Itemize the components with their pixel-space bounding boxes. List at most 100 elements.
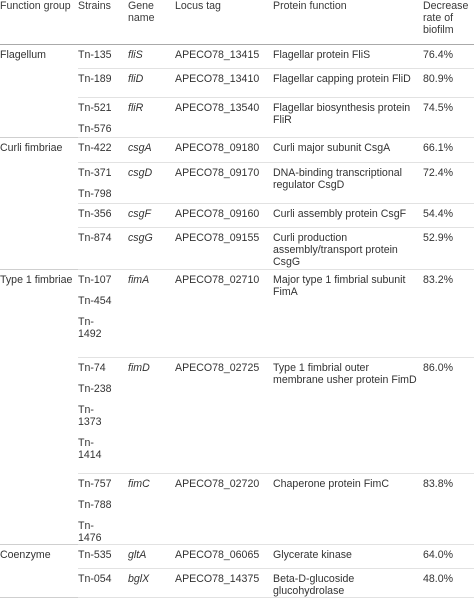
strains-cell: Tn-535 — [78, 544, 128, 569]
gene-name-cell: csgF — [128, 203, 175, 228]
strains-cell: Tn-356 — [78, 203, 128, 228]
strain-label: Tn-798 — [78, 187, 112, 200]
strain-label: Tn-135 — [78, 48, 112, 61]
decrease-rate-text: 83.8% — [423, 477, 454, 490]
strain-label: Tn-054 — [78, 572, 112, 585]
locus-tag-cell: APECO78_13540 — [175, 97, 273, 138]
decrease-rate-text: 72.4% — [423, 166, 454, 179]
protein-function-text: Curli production assembly/transport prot… — [273, 231, 398, 268]
strain-label: Tn- 1414 — [78, 436, 102, 461]
strains-cell: Tn-757 Tn-788 Tn- 1476 — [78, 473, 128, 545]
decrease-rate-cell: 74.5% — [423, 97, 474, 138]
locus-tag-text: APECO78_09155 — [175, 231, 260, 244]
locus-tag-text: APECO78_02725 — [175, 361, 260, 374]
gene-name-text: gltA — [128, 548, 147, 561]
protein-function-cell: Curli major subunit CsgA — [273, 137, 423, 163]
table-body: Flagellum Tn-135 fliS APECO78_13415 Flagella… — [0, 44, 474, 598]
decrease-rate-cell: 72.4% — [423, 162, 474, 204]
locus-tag-text: APECO78_02710 — [175, 273, 260, 286]
protein-function-text: Beta-D-glucoside glucohydrolase — [273, 572, 355, 597]
function-group-cell: Curli fimbriae — [0, 137, 78, 270]
protein-function-cell: Curli assembly protein CsgF — [273, 203, 423, 228]
locus-tag-cell: APECO78_13410 — [175, 68, 273, 98]
protein-function-cell: Chaperone protein FimC — [273, 473, 423, 545]
locus-tag-text: APECO78_06065 — [175, 548, 260, 561]
strain-label: Tn-74 — [78, 361, 106, 374]
strain-label: Tn-189 — [78, 72, 112, 85]
function-group-label: Type 1 fimbriae — [0, 273, 73, 286]
header-row: Function group Strains Gene name Locus t… — [0, 0, 474, 45]
decrease-rate-text: 64.0% — [423, 548, 454, 561]
table-row: Flagellum Tn-135 fliS APECO78_13415 Flagella… — [0, 44, 474, 138]
decrease-rate-text: 54.4% — [423, 207, 454, 220]
header-decrease-rate: Decrease rate of biofilm — [423, 0, 474, 45]
locus-tag-cell: APECO78_02725 — [175, 357, 273, 474]
strains-cell: Tn-422 — [78, 137, 128, 163]
protein-function-text: Curli assembly protein CsgF — [273, 207, 407, 220]
gene-name-cell: gltA — [128, 544, 175, 569]
locus-tag-cell: APECO78_14375 — [175, 568, 273, 598]
table-row: Tn-371 Tn-798 csgD APECO78_09170 DNA-binding… — [0, 162, 474, 204]
decrease-rate-cell: 66.1% — [423, 137, 474, 163]
locus-tag-text: APECO78_09160 — [175, 207, 260, 220]
strain-label: Tn-874 — [78, 231, 112, 244]
decrease-rate-text: 48.0% — [423, 572, 454, 585]
gene-name-text: fimD — [128, 361, 150, 374]
table-row: Curli fimbriae Tn-422 csgA APECO78_09180 Cur… — [0, 137, 474, 270]
gene-name-cell: csgD — [128, 162, 175, 204]
decrease-rate-cell: 86.0% — [423, 357, 474, 474]
gene-name-cell: fliS — [128, 44, 175, 69]
protein-function-text: Flagellar protein FliS — [273, 48, 371, 61]
decrease-rate-cell: 76.4% — [423, 44, 474, 69]
locus-tag-cell: APECO78_02710 — [175, 269, 273, 358]
header-protein-function: Protein function — [273, 0, 423, 45]
locus-tag-text: APECO78_14375 — [175, 572, 260, 585]
gene-name-text: csgD — [128, 166, 153, 179]
gene-name-text: fimC — [128, 477, 150, 490]
gene-name-cell: csgG — [128, 227, 175, 270]
gene-name-text: csgG — [128, 231, 153, 244]
function-group-cell: Coenzyme — [0, 544, 78, 598]
locus-tag-cell: APECO78_09180 — [175, 137, 273, 163]
decrease-rate-text: 66.1% — [423, 141, 454, 154]
protein-function-text: Glycerate kinase — [273, 548, 352, 561]
header-function-group: Function group — [0, 0, 78, 45]
gene-name-text: csgA — [128, 141, 152, 154]
strain-label: Tn-788 — [78, 498, 112, 511]
strains-cell: Tn-874 — [78, 227, 128, 270]
decrease-rate-cell: 64.0% — [423, 544, 474, 569]
header-gene-name: Gene name — [128, 0, 175, 45]
protein-function-cell: Beta-D-glucoside glucohydrolase — [273, 568, 423, 598]
locus-tag-cell: APECO78_02720 — [175, 473, 273, 545]
strain-label: Tn- 1373 — [78, 403, 102, 428]
gene-name-cell: fliD — [128, 68, 175, 98]
protein-function-text: Flagellar capping protein FliD — [273, 72, 411, 85]
locus-tag-text: APECO78_09180 — [175, 141, 260, 154]
strain-label: Tn-371 — [78, 166, 112, 179]
protein-function-text: DNA-binding transcriptional regulator Cs… — [273, 166, 402, 191]
decrease-rate-text: 52.9% — [423, 231, 454, 244]
table-row: Tn-757 Tn-788 Tn- 1476 fimC APECO78_02720 Chap… — [0, 473, 474, 545]
protein-function-cell: Flagellar capping protein FliD — [273, 68, 423, 98]
protein-function-cell: Major type 1 fimbrial subunit FimA — [273, 269, 423, 358]
locus-tag-cell: APECO78_09155 — [175, 227, 273, 270]
decrease-rate-text: 74.5% — [423, 101, 454, 114]
decrease-rate-cell: 83.8% — [423, 473, 474, 545]
table-row: Tn-356 csgF APECO78_09160 Curli assembly pr… — [0, 203, 474, 228]
decrease-rate-cell: 83.2% — [423, 269, 474, 358]
strain-label: Tn- 1492 — [78, 315, 102, 340]
locus-tag-text: APECO78_02720 — [175, 477, 260, 490]
header-strains: Strains — [78, 0, 128, 45]
table-row: Tn-874 csgG APECO78_09155 Curli production … — [0, 227, 474, 270]
decrease-rate-text: 80.9% — [423, 72, 454, 85]
strain-label: Tn-107 — [78, 273, 112, 286]
header-locus-tag: Locus tag — [175, 0, 273, 45]
protein-function-text: Major type 1 fimbrial subunit FimA — [273, 273, 406, 298]
protein-function-cell: Type 1 fimbrial outer membrane usher pro… — [273, 357, 423, 474]
gene-name-cell: bglX — [128, 568, 175, 598]
protein-function-cell: Flagellar biosynthesis protein FliR — [273, 97, 423, 138]
protein-function-text: Curli major subunit CsgA — [273, 141, 391, 154]
function-group-cell: Flagellum — [0, 44, 78, 138]
strain-label: Tn-454 — [78, 294, 112, 307]
function-group-label: Flagellum — [0, 48, 46, 61]
